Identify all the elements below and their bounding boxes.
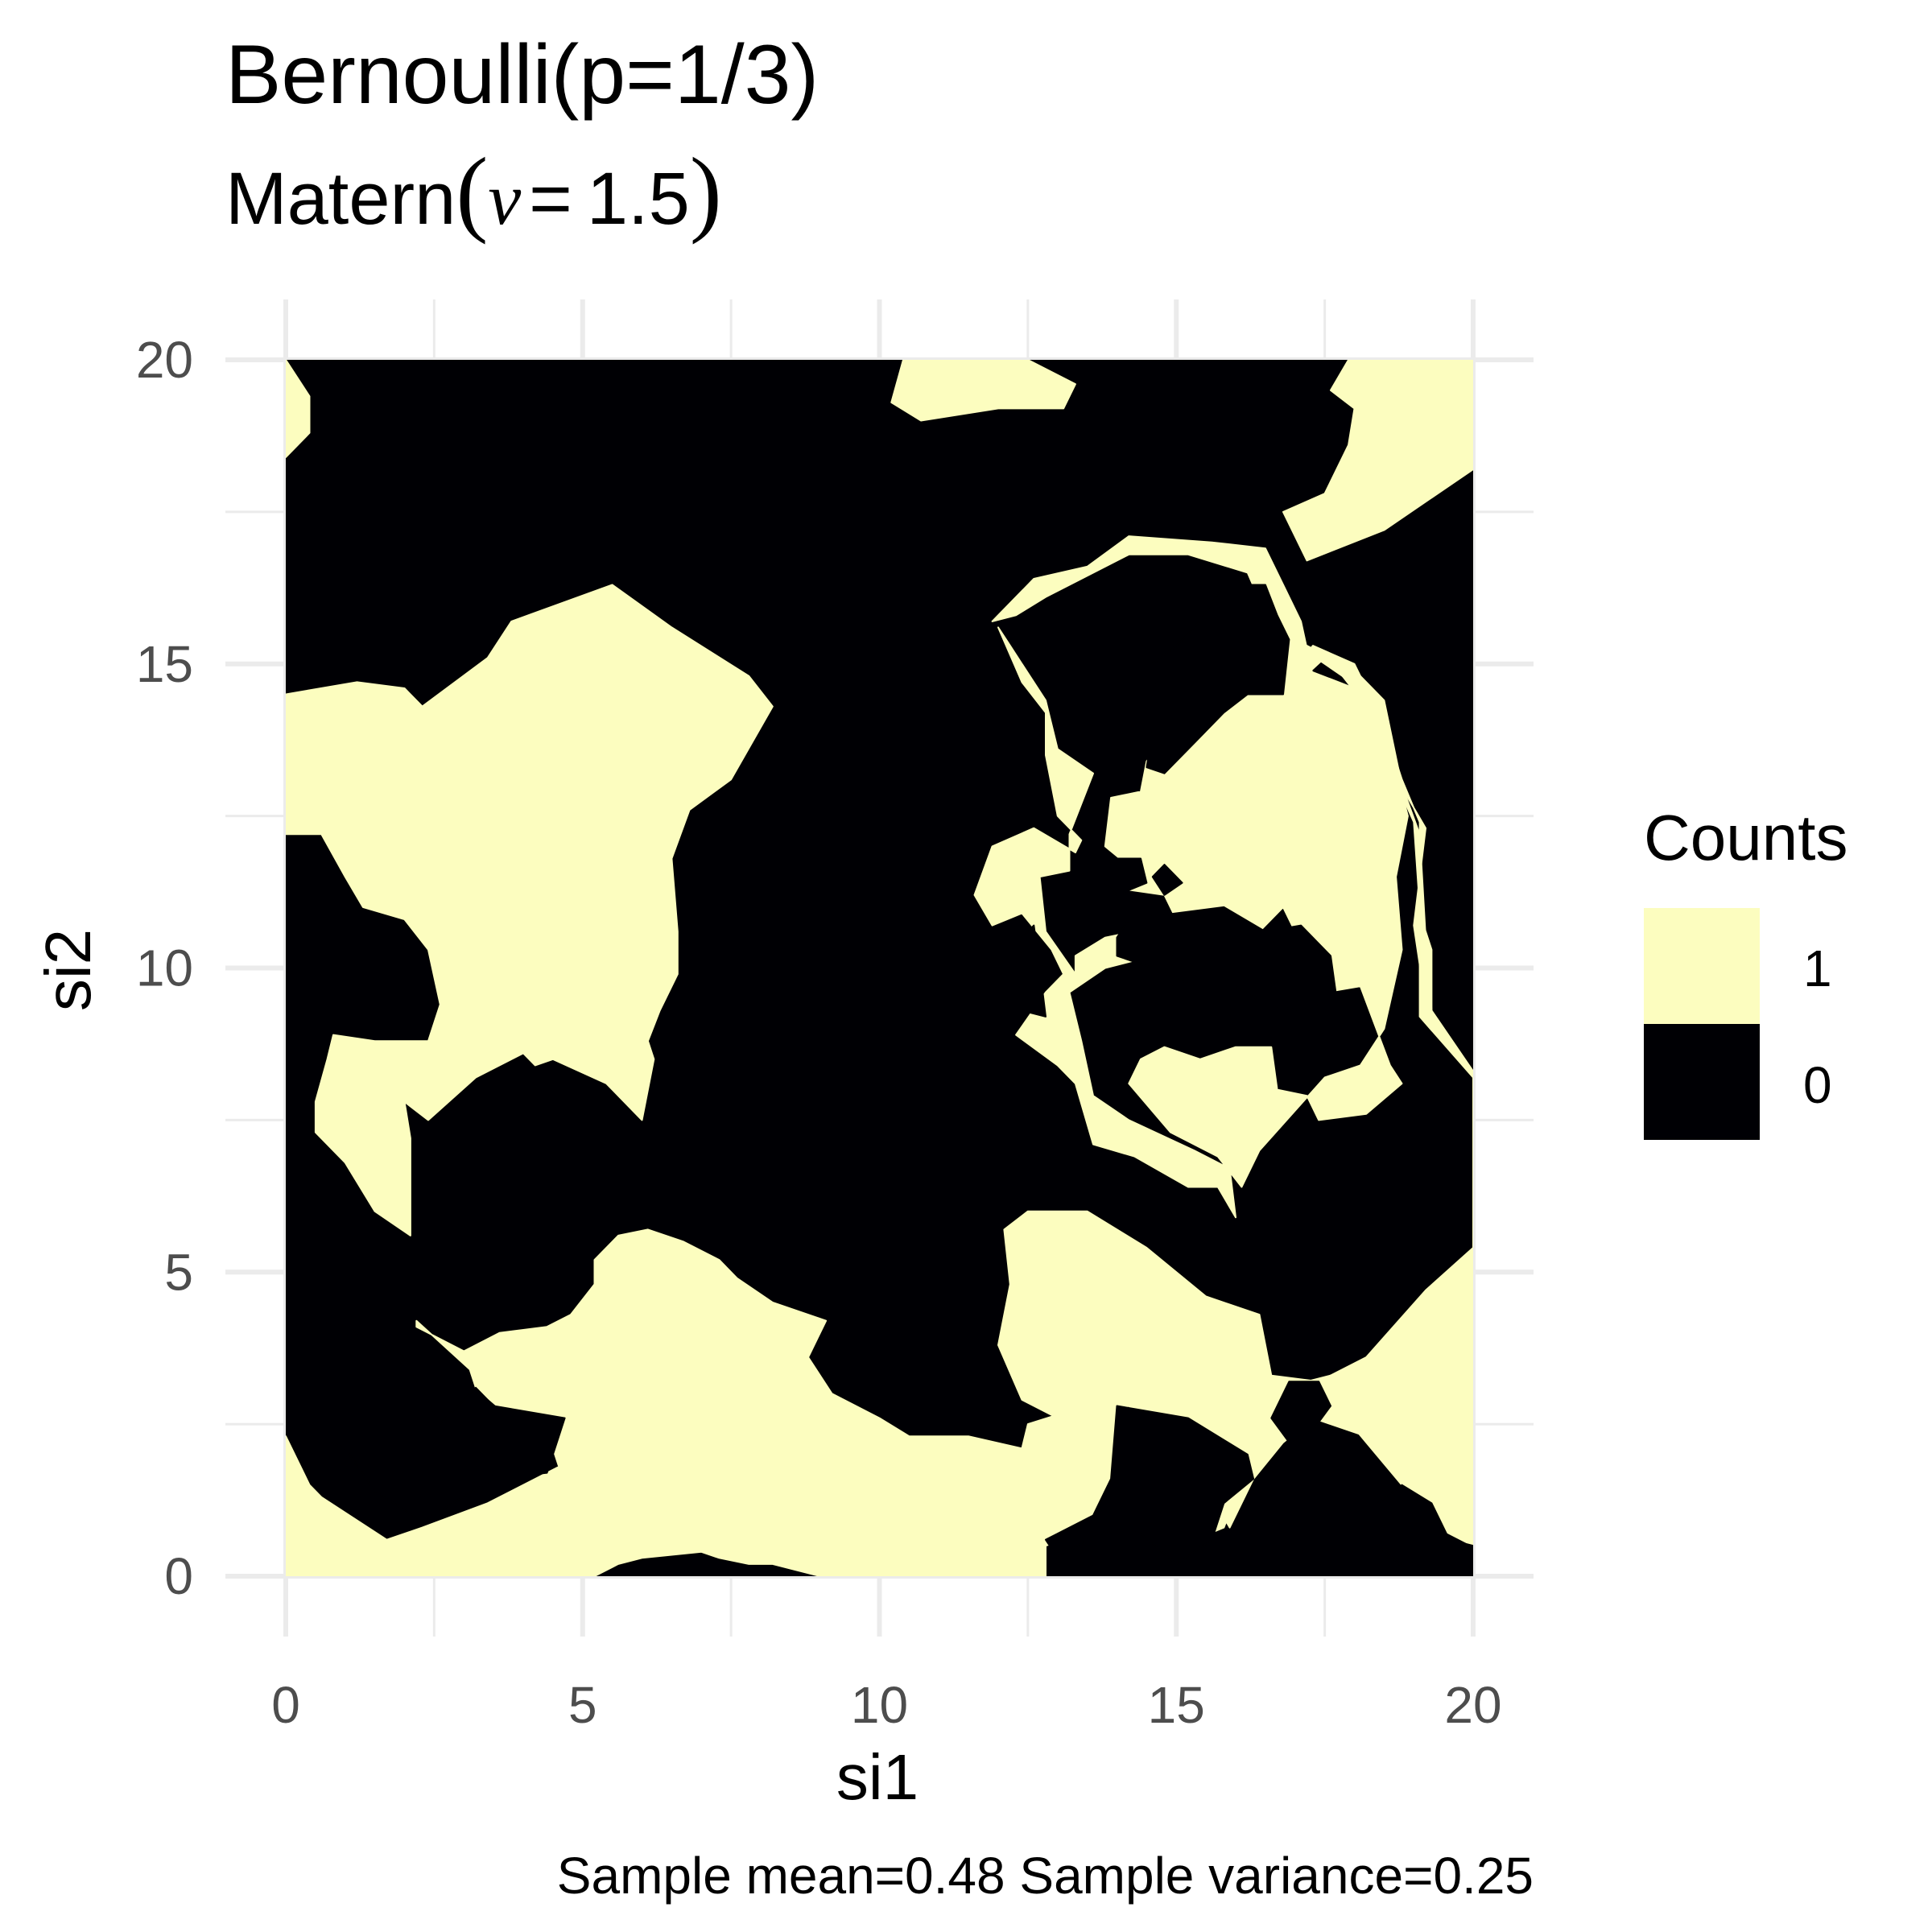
x-tick-label: 15: [1148, 1676, 1205, 1734]
heatmap-region-value-0: [1270, 1381, 1331, 1443]
y-axis-ticks: 0 5 10 15 20: [136, 331, 193, 1605]
x-tick-label: 0: [271, 1676, 300, 1734]
heatmap-region-value-0: [1116, 906, 1338, 1012]
y-tick-label: 20: [136, 331, 193, 389]
legend-title: Counts: [1644, 802, 1847, 873]
y-tick-label: 5: [164, 1243, 193, 1301]
legend-label-1: 1: [1803, 939, 1832, 997]
x-axis-ticks: 0 5 10 15 20: [271, 1676, 1501, 1734]
x-tick-label: 20: [1444, 1676, 1501, 1734]
heatmap-region-value-0: [1045, 1405, 1255, 1565]
heatmap-region-value-1: [1282, 360, 1473, 562]
heatmap-region-value-0: [286, 1319, 566, 1522]
y-tick-label: 0: [164, 1547, 193, 1605]
subtitle-symbol: ν: [488, 158, 521, 240]
plot-panel: [286, 360, 1473, 1576]
heatmap-region-value-0: [1377, 1484, 1473, 1576]
subtitle-operator: =: [529, 158, 572, 240]
y-tick-label: 10: [136, 939, 193, 997]
y-axis-title: si2: [32, 929, 104, 1011]
chart-title: Bernoulli(p=1/3): [225, 28, 819, 122]
heatmap-region-value-1: [997, 633, 1473, 1529]
legend-key-1: [1644, 908, 1760, 1024]
heatmap-field: [286, 360, 1473, 1576]
legend-label-0: 0: [1803, 1056, 1832, 1114]
heatmap-region-value-0: [1151, 864, 1183, 896]
x-tick-label: 10: [851, 1676, 908, 1734]
legend-key-0: [1644, 1024, 1760, 1140]
x-axis-title: si1: [836, 1741, 919, 1813]
heatmap-region-value-0: [1146, 584, 1290, 774]
subtitle-open-paren: (: [456, 138, 488, 245]
legend: Counts 1 0: [1644, 802, 1847, 1140]
x-tick-label: 5: [568, 1676, 597, 1734]
heatmap-region-value-1: [286, 584, 774, 1236]
heatmap-region-value-1: [286, 360, 311, 458]
heatmap-region-value-1: [890, 360, 1076, 422]
chart-subtitle: Matern(ν = 1.5): [225, 138, 722, 245]
subtitle-prefix: Matern: [225, 158, 456, 240]
subtitle-close-paren: ): [690, 138, 722, 245]
heatmap-region-value-0: [1104, 857, 1148, 896]
subtitle-value: 1.5: [587, 158, 690, 240]
chart-caption: Sample mean=0.48 Sample variance=0.25: [557, 1847, 1534, 1905]
y-tick-label: 15: [136, 635, 193, 693]
heatmap-region-value-0: [1015, 924, 1046, 1018]
